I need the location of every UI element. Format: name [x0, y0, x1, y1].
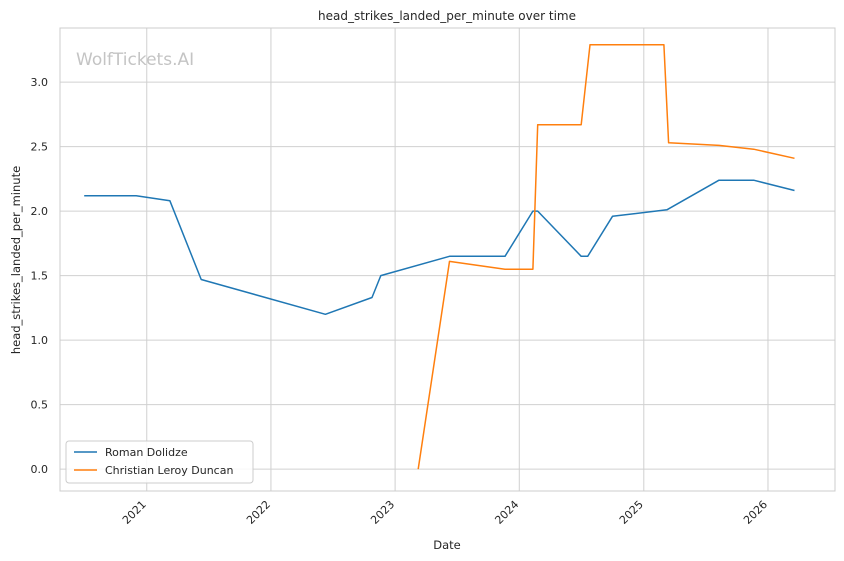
- legend-box: [65, 440, 254, 484]
- y-tick-label: 2.0: [31, 205, 49, 218]
- grid-lines: [60, 28, 835, 491]
- x-tick-label: 2026: [741, 498, 770, 527]
- y-tick-label: 1.0: [31, 334, 49, 347]
- x-tick-label: 2022: [244, 498, 273, 527]
- series-line-1: [417, 44, 795, 470]
- x-tick-label: 2024: [492, 498, 521, 527]
- legend-label: Christian Leroy Duncan: [105, 464, 233, 477]
- plot-frame: [59, 27, 836, 492]
- series-layer: [84, 44, 795, 470]
- series-line-0: [84, 179, 795, 316]
- x-tick-label: 2023: [368, 498, 397, 527]
- x-tick-label: 2025: [617, 498, 646, 527]
- x-tick-label: 2021: [120, 498, 149, 527]
- chart-title: head_strikes_landed_per_minute over time: [318, 9, 576, 23]
- y-tick-label: 2.5: [31, 141, 49, 154]
- watermark: WolfTickets.AI: [76, 50, 194, 70]
- y-tick-label: 0.0: [31, 463, 49, 476]
- y-tick-label: 3.0: [31, 76, 49, 89]
- y-axis-label: head_strikes_landed_per_minute: [9, 166, 23, 354]
- legend-label: Roman Dolidze: [105, 446, 188, 459]
- y-tick-label: 1.5: [31, 270, 49, 283]
- legend: Roman Dolidze Christian Leroy Duncan: [65, 440, 254, 484]
- x-axis-label: Date: [433, 538, 461, 552]
- y-tick-label: 0.5: [31, 399, 49, 412]
